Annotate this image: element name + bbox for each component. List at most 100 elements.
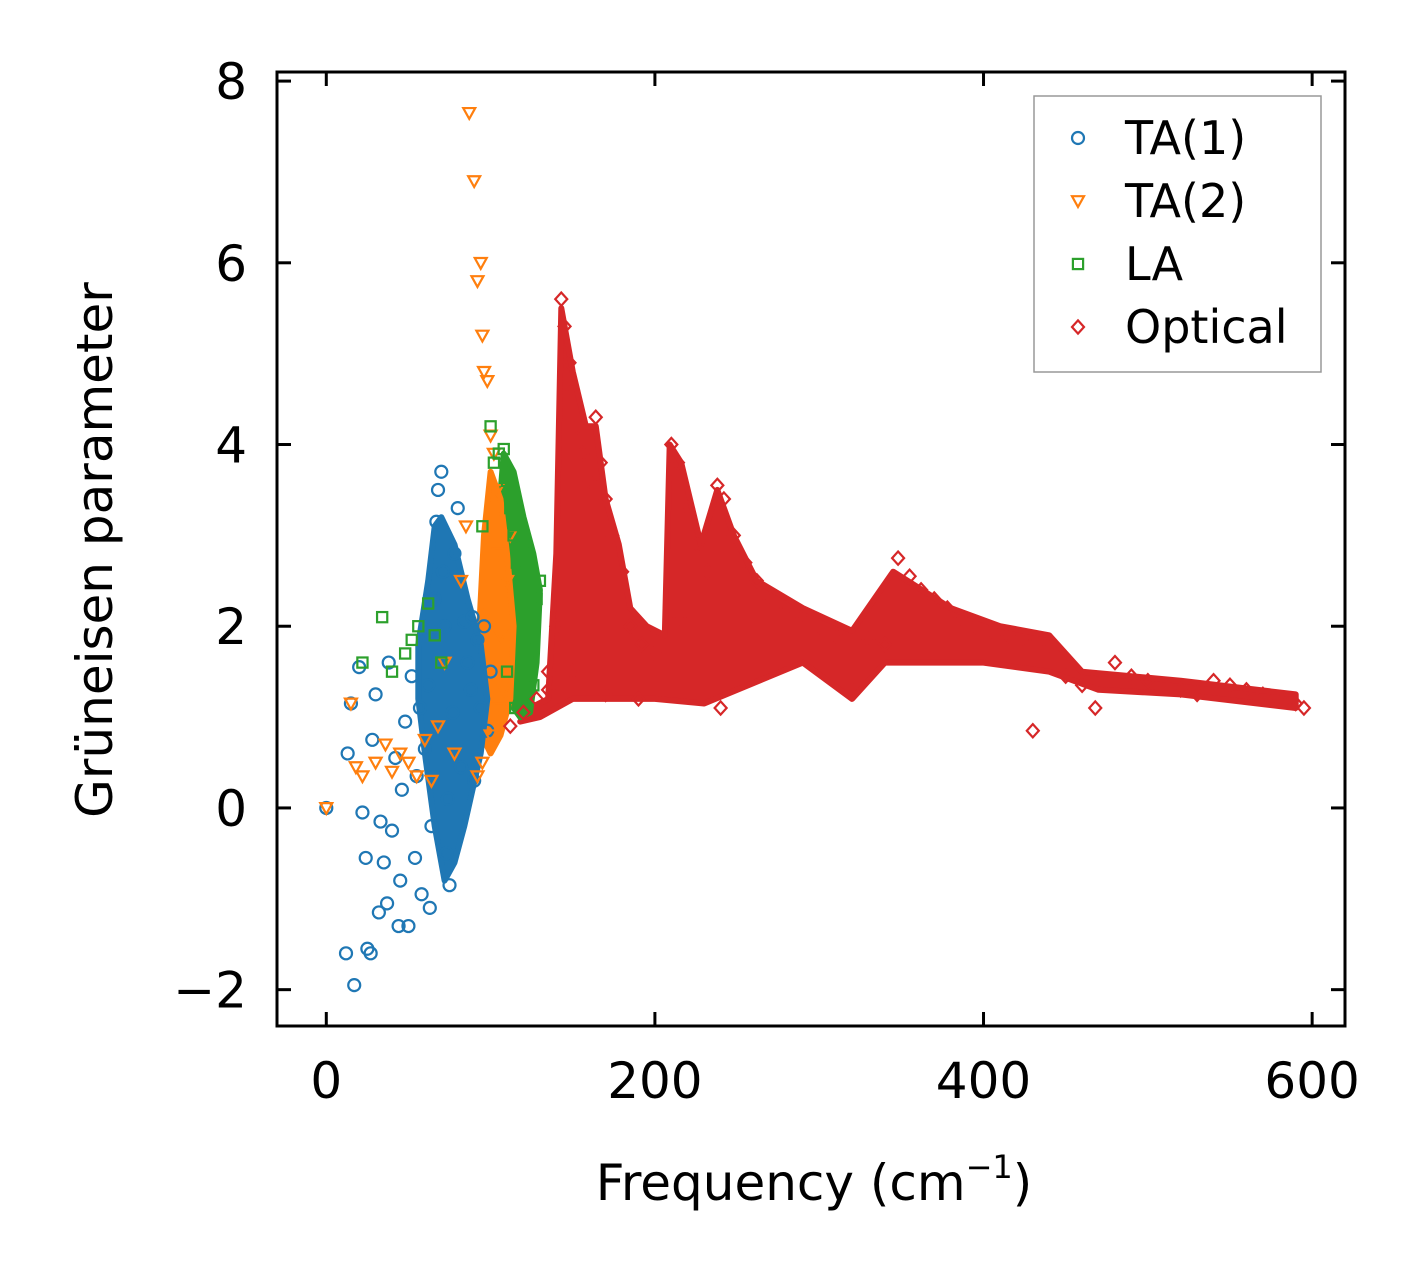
data-point <box>709 477 725 494</box>
data-point <box>513 583 527 597</box>
data-point <box>663 436 679 453</box>
data-point <box>400 756 417 771</box>
data-point <box>423 774 440 789</box>
data-point <box>507 529 520 542</box>
data-point <box>1041 636 1057 653</box>
data-point <box>434 464 449 479</box>
data-point <box>394 782 409 797</box>
data-point <box>716 490 732 508</box>
data-point <box>1222 677 1238 694</box>
data-point <box>939 599 955 617</box>
data-point <box>502 717 518 735</box>
data-point <box>404 669 419 684</box>
data-point <box>630 690 646 708</box>
data-point <box>778 599 794 617</box>
series-ta-1- <box>319 464 498 993</box>
y-tick-label: 6 <box>215 235 247 293</box>
y-tick-label: −2 <box>173 962 247 1020</box>
data-point <box>614 563 630 580</box>
data-point <box>450 501 465 516</box>
data-point <box>1271 690 1287 708</box>
data-point <box>385 665 399 678</box>
data-point <box>358 850 373 866</box>
data-point <box>1189 686 1205 703</box>
data-point <box>340 746 355 761</box>
data-point <box>500 665 514 678</box>
data-point <box>490 547 507 562</box>
data-point <box>447 546 462 561</box>
data-point <box>424 819 439 834</box>
data-point <box>581 472 597 490</box>
data-point <box>428 629 441 642</box>
data-point <box>1296 699 1312 717</box>
data-point <box>598 490 614 508</box>
data-point <box>368 687 383 702</box>
scatter-points <box>318 106 1312 993</box>
data-point <box>465 610 480 625</box>
data-point <box>407 850 423 866</box>
legend-item-la: LA <box>1071 237 1184 291</box>
data-point <box>499 574 515 590</box>
data-point <box>384 765 400 780</box>
data-point <box>570 418 586 435</box>
data-point <box>762 590 778 608</box>
y-axis-label: Grüneisen parameter <box>66 282 124 818</box>
data-point <box>318 802 335 817</box>
data-point <box>474 756 491 771</box>
data-point <box>902 568 918 585</box>
data-point <box>460 655 475 670</box>
y-tick-label: 2 <box>215 598 247 656</box>
data-point <box>622 617 638 635</box>
series-la <box>356 420 547 715</box>
y-tick-label: 0 <box>215 780 247 838</box>
data-point <box>412 700 428 716</box>
x-tick-label: 400 <box>936 1052 1031 1110</box>
data-point <box>1087 699 1103 717</box>
data-point <box>398 647 412 660</box>
data-point <box>376 855 391 870</box>
data-point <box>604 527 620 544</box>
data-point <box>495 683 512 699</box>
data-point <box>497 442 510 456</box>
data-point <box>482 729 499 744</box>
data-point <box>435 656 448 669</box>
data-point <box>565 663 581 680</box>
data-point <box>401 918 416 934</box>
data-point <box>430 482 446 498</box>
data-point <box>453 574 469 590</box>
data-point <box>726 527 742 544</box>
legend-marker <box>1070 130 1086 146</box>
data-point <box>1025 722 1041 739</box>
data-point <box>1058 667 1074 685</box>
data-point <box>967 617 983 635</box>
data-point <box>421 597 435 610</box>
data-point <box>412 620 425 633</box>
x-tick-label: 600 <box>1264 1052 1359 1110</box>
data-point <box>381 655 396 670</box>
data-point <box>472 256 489 272</box>
data-point <box>379 896 395 911</box>
data-point <box>1156 677 1172 694</box>
data-point <box>533 574 547 588</box>
data-point <box>561 354 577 371</box>
data-point <box>699 563 715 580</box>
data-point <box>483 664 498 679</box>
data-point <box>489 484 506 499</box>
data-point <box>490 702 507 717</box>
data-point <box>453 759 469 775</box>
series-optical <box>502 290 1312 739</box>
data-point <box>363 946 378 961</box>
data-point <box>458 520 474 535</box>
data-point <box>408 770 425 785</box>
data-point <box>890 549 906 567</box>
data-point <box>1123 667 1139 685</box>
data-point <box>548 617 564 635</box>
data-point <box>417 733 433 749</box>
data-point <box>437 619 452 634</box>
data-point <box>795 608 811 626</box>
data-point <box>479 375 496 390</box>
series-ta-2- <box>318 106 519 817</box>
data-point <box>1173 681 1189 699</box>
data-point <box>446 747 463 762</box>
data-point <box>520 633 533 647</box>
